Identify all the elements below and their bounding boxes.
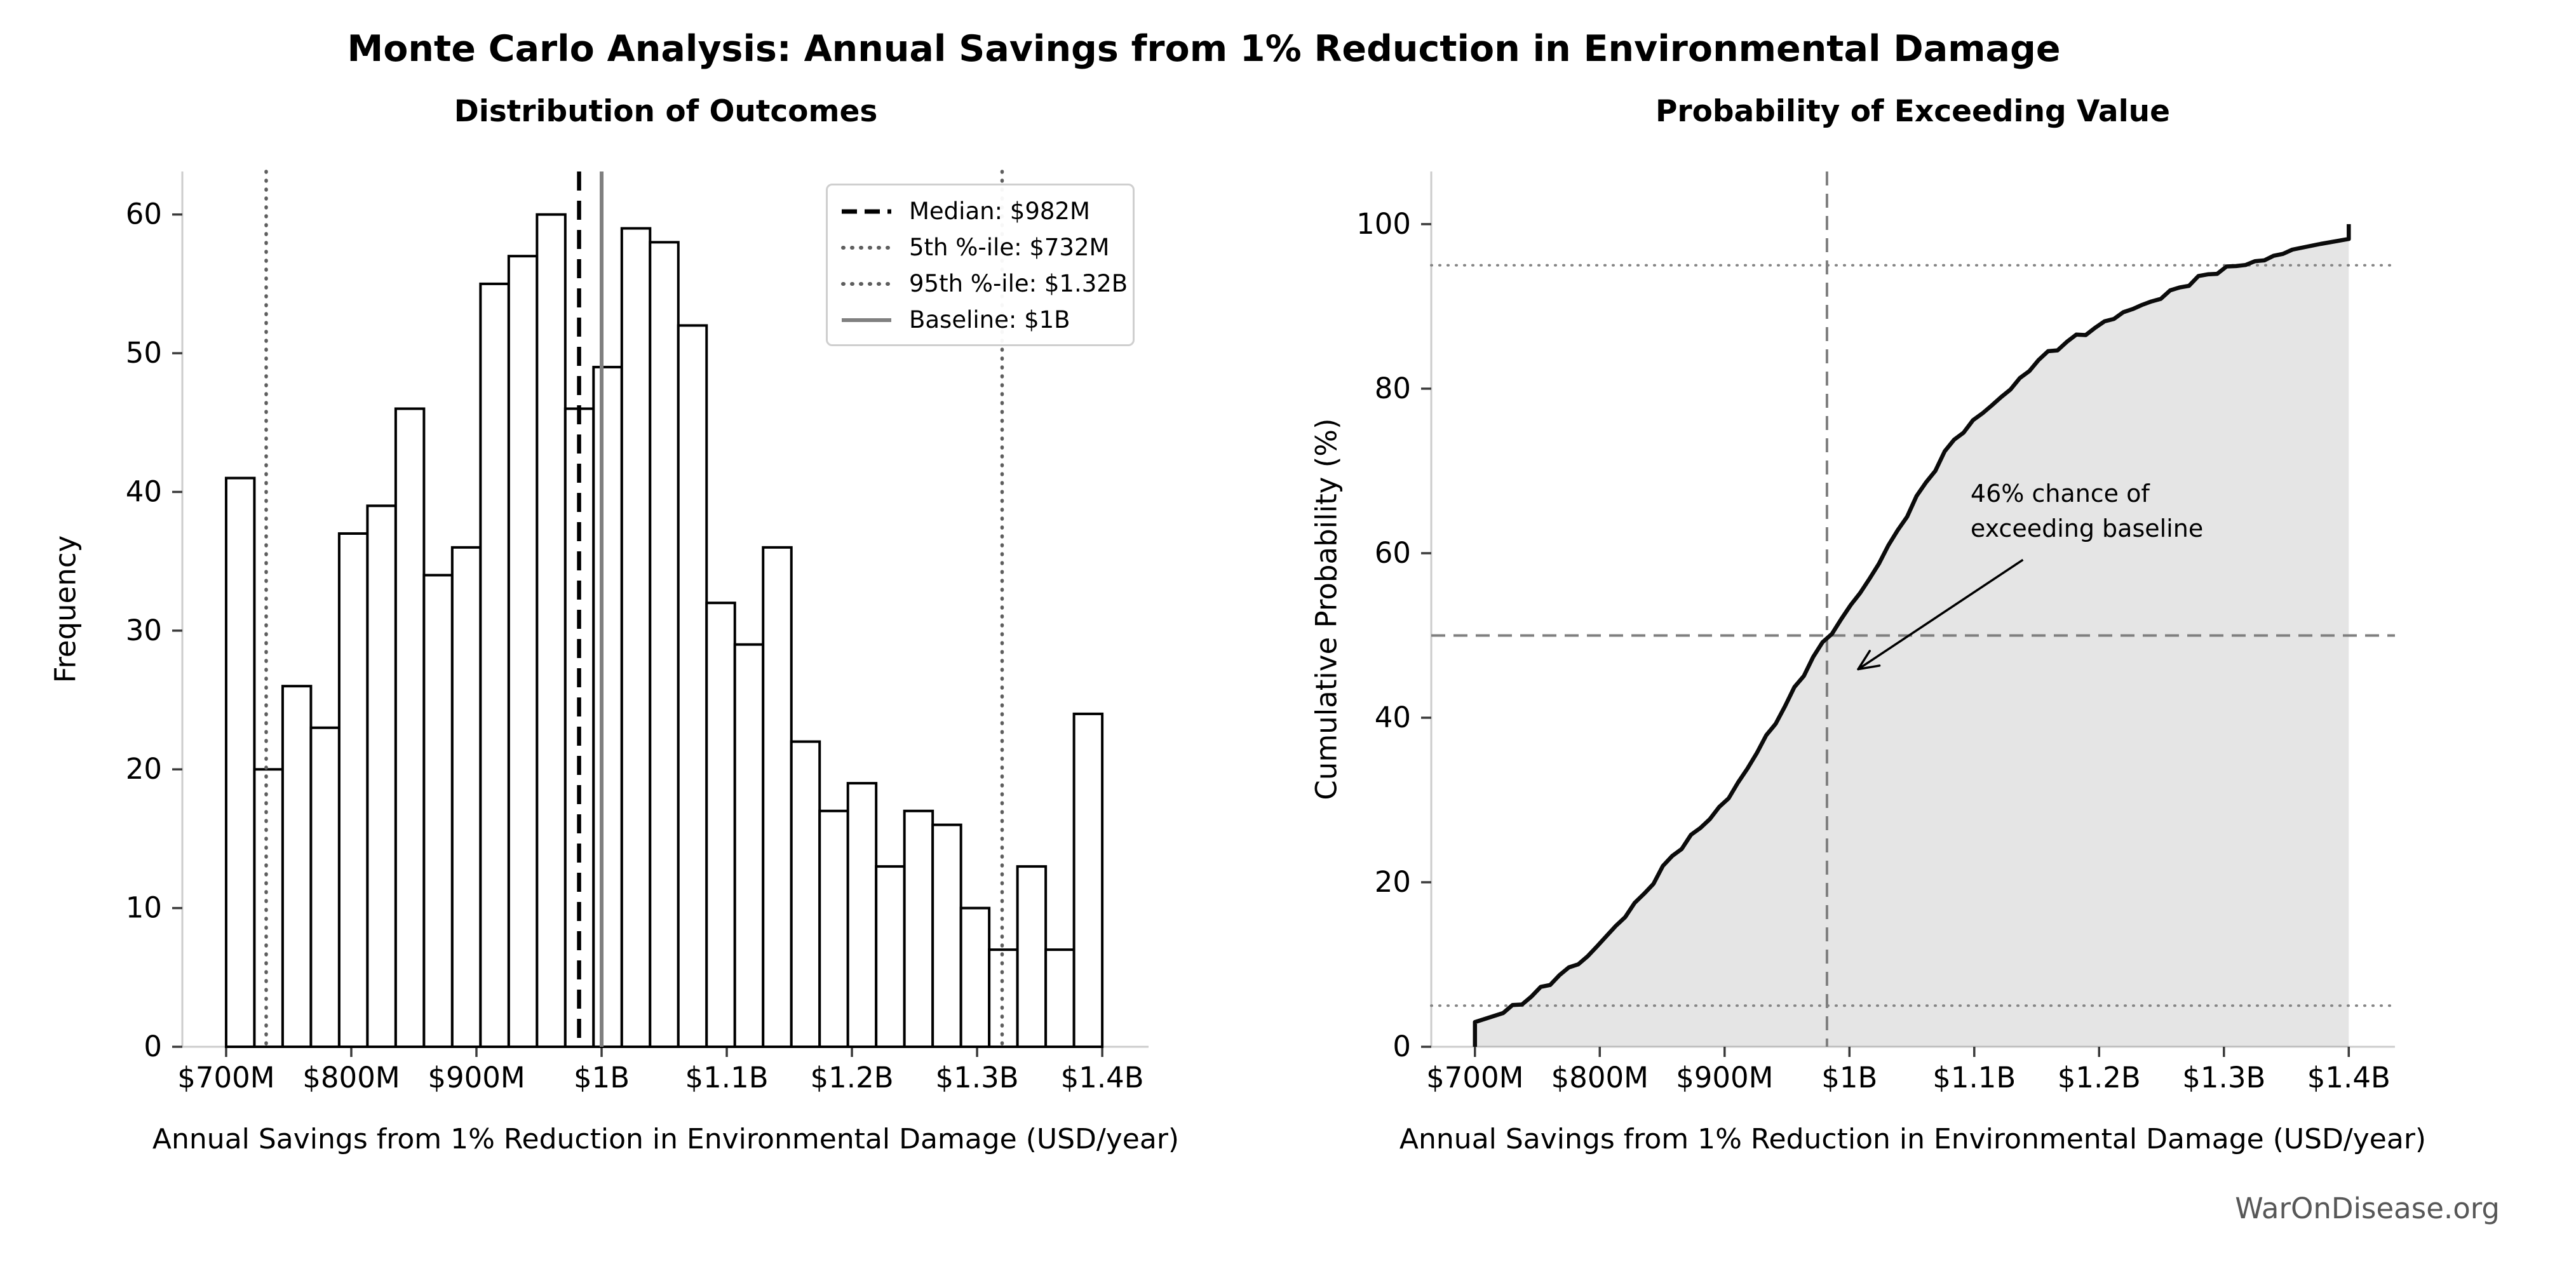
x-tick-label: $900M [428,1061,525,1094]
annotation-arrowhead [1857,664,1881,671]
histogram-bar [592,365,623,1048]
cdf-title: Probability of Exceeding Value [1655,94,2171,129]
histogram-bar [366,504,397,1048]
histogram-x-axis-label: Annual Savings from 1% Reduction in Envi… [152,1123,1180,1155]
y-tick-label: 10 [126,891,162,925]
legend-item-p5: 5th %-ile: $732M [828,229,1133,266]
y-tick-label: 40 [126,474,162,508]
y-tick-label: 0 [1393,1030,1411,1063]
watermark: WarOnDisease.org [2235,1192,2500,1225]
y-tick-label: 60 [126,198,162,231]
cdf-curve [1473,224,2351,1047]
histogram-bar [1044,948,1076,1049]
histogram-bar [818,809,849,1049]
histogram-bar [846,782,878,1048]
histogram-title: Distribution of Outcomes [454,94,878,129]
y-tick-label: 80 [1375,372,1411,405]
histogram-bar [253,768,284,1048]
legend-item-median: Median: $982M [828,193,1133,229]
legend-label-median: Median: $982M [909,198,1090,225]
histogram-bar [224,476,256,1048]
histogram-bar [677,324,708,1048]
annotation-arrowhead [1857,650,1871,671]
cdf-plot: $700M $800M $900M $1B $1.1B $1.2B $1.3B $1.4B 0 2… [1356,171,2396,1094]
histogram-bar [705,602,736,1048]
cdf-annotation: 46% chance of exceeding baseline [1971,476,2203,546]
legend: Median: $982M 5th %-ile: $732M 95th %-il… [826,184,1135,346]
legend-label-p95: 95th %-ile: $1.32B [909,270,1128,297]
legend-item-p95: 95th %-ile: $1.32B [828,266,1133,302]
histogram-bar [762,546,793,1048]
x-tick-label: $1.3B [2182,1061,2265,1094]
histogram-bar [309,726,341,1048]
histogram-bar [337,532,369,1048]
histogram-bar [620,227,652,1048]
histogram-y-axis-label: Frequency [48,535,83,683]
baseline-line-sample [842,318,891,322]
y-tick-label: 50 [126,336,162,370]
y-tick-label: 30 [126,614,162,647]
histogram-bar [1072,712,1104,1048]
x-tick-label: $1.3B [936,1061,1019,1094]
x-tick-label: $1.4B [2307,1061,2391,1094]
histogram-bar [281,685,313,1048]
histogram-bar [394,407,426,1048]
p95-line-sample [841,281,893,286]
x-tick-label: $1.1B [685,1061,769,1094]
median-line-sample [842,209,891,213]
y-tick-label: 20 [1375,865,1411,899]
histogram-bar [479,282,510,1049]
y-tick-label: 20 [126,752,162,786]
x-tick-label: $1B [574,1061,630,1094]
x-tick-label: $1.1B [1932,1061,2016,1094]
histogram-bar [507,255,539,1048]
legend-item-baseline: Baseline: $1B [828,302,1133,338]
y-tick-label: 0 [144,1030,162,1063]
histogram-bar [903,809,934,1049]
x-tick-label: $700M [177,1061,274,1094]
x-tick-label: $1B [1821,1061,1877,1094]
histogram-bar [536,213,567,1049]
x-tick-label: $1.2B [2058,1061,2141,1094]
histogram-bar [1016,865,1048,1048]
y-tick-label: 40 [1375,701,1411,734]
histogram-bar [422,574,454,1048]
histogram-bar [959,906,991,1048]
histogram-bar [875,865,906,1048]
legend-label-baseline: Baseline: $1B [909,306,1070,333]
histogram-plot: $700M $800M $900M $1B $1.1B $1.2B $1.3B $1.4B 0 1… [126,170,1149,1094]
x-tick-label: $800M [1551,1061,1649,1094]
x-tick-label: $800M [302,1061,400,1094]
histogram-bar [733,643,765,1048]
x-tick-label: $700M [1426,1061,1523,1094]
legend-label-p5: 5th %-ile: $732M [909,234,1110,261]
histogram-bar [790,740,821,1048]
x-tick-label: $1.2B [811,1061,894,1094]
annotation-arrow [1858,558,2024,671]
p5-line-sample [841,245,893,250]
histogram-bar [649,241,680,1048]
cdf-x-axis-label: Annual Savings from 1% Reduction in Envi… [1399,1123,2427,1155]
histogram-bar [931,823,962,1049]
histogram-bar [450,546,482,1048]
figure-title: Monte Carlo Analysis: Annual Savings fro… [347,28,2061,70]
cdf-annotation-line1: 46% chance of [1970,480,2150,508]
cdf-y-axis-label: Cumulative Probability (%) [1309,418,1344,800]
x-tick-label: $900M [1676,1061,1773,1094]
y-tick-label: 60 [1375,536,1411,570]
x-tick-label: $1.4B [1061,1061,1144,1094]
y-tick-label: 100 [1356,207,1411,241]
cdf-annotation-line2: exceeding baseline [1970,514,2204,543]
